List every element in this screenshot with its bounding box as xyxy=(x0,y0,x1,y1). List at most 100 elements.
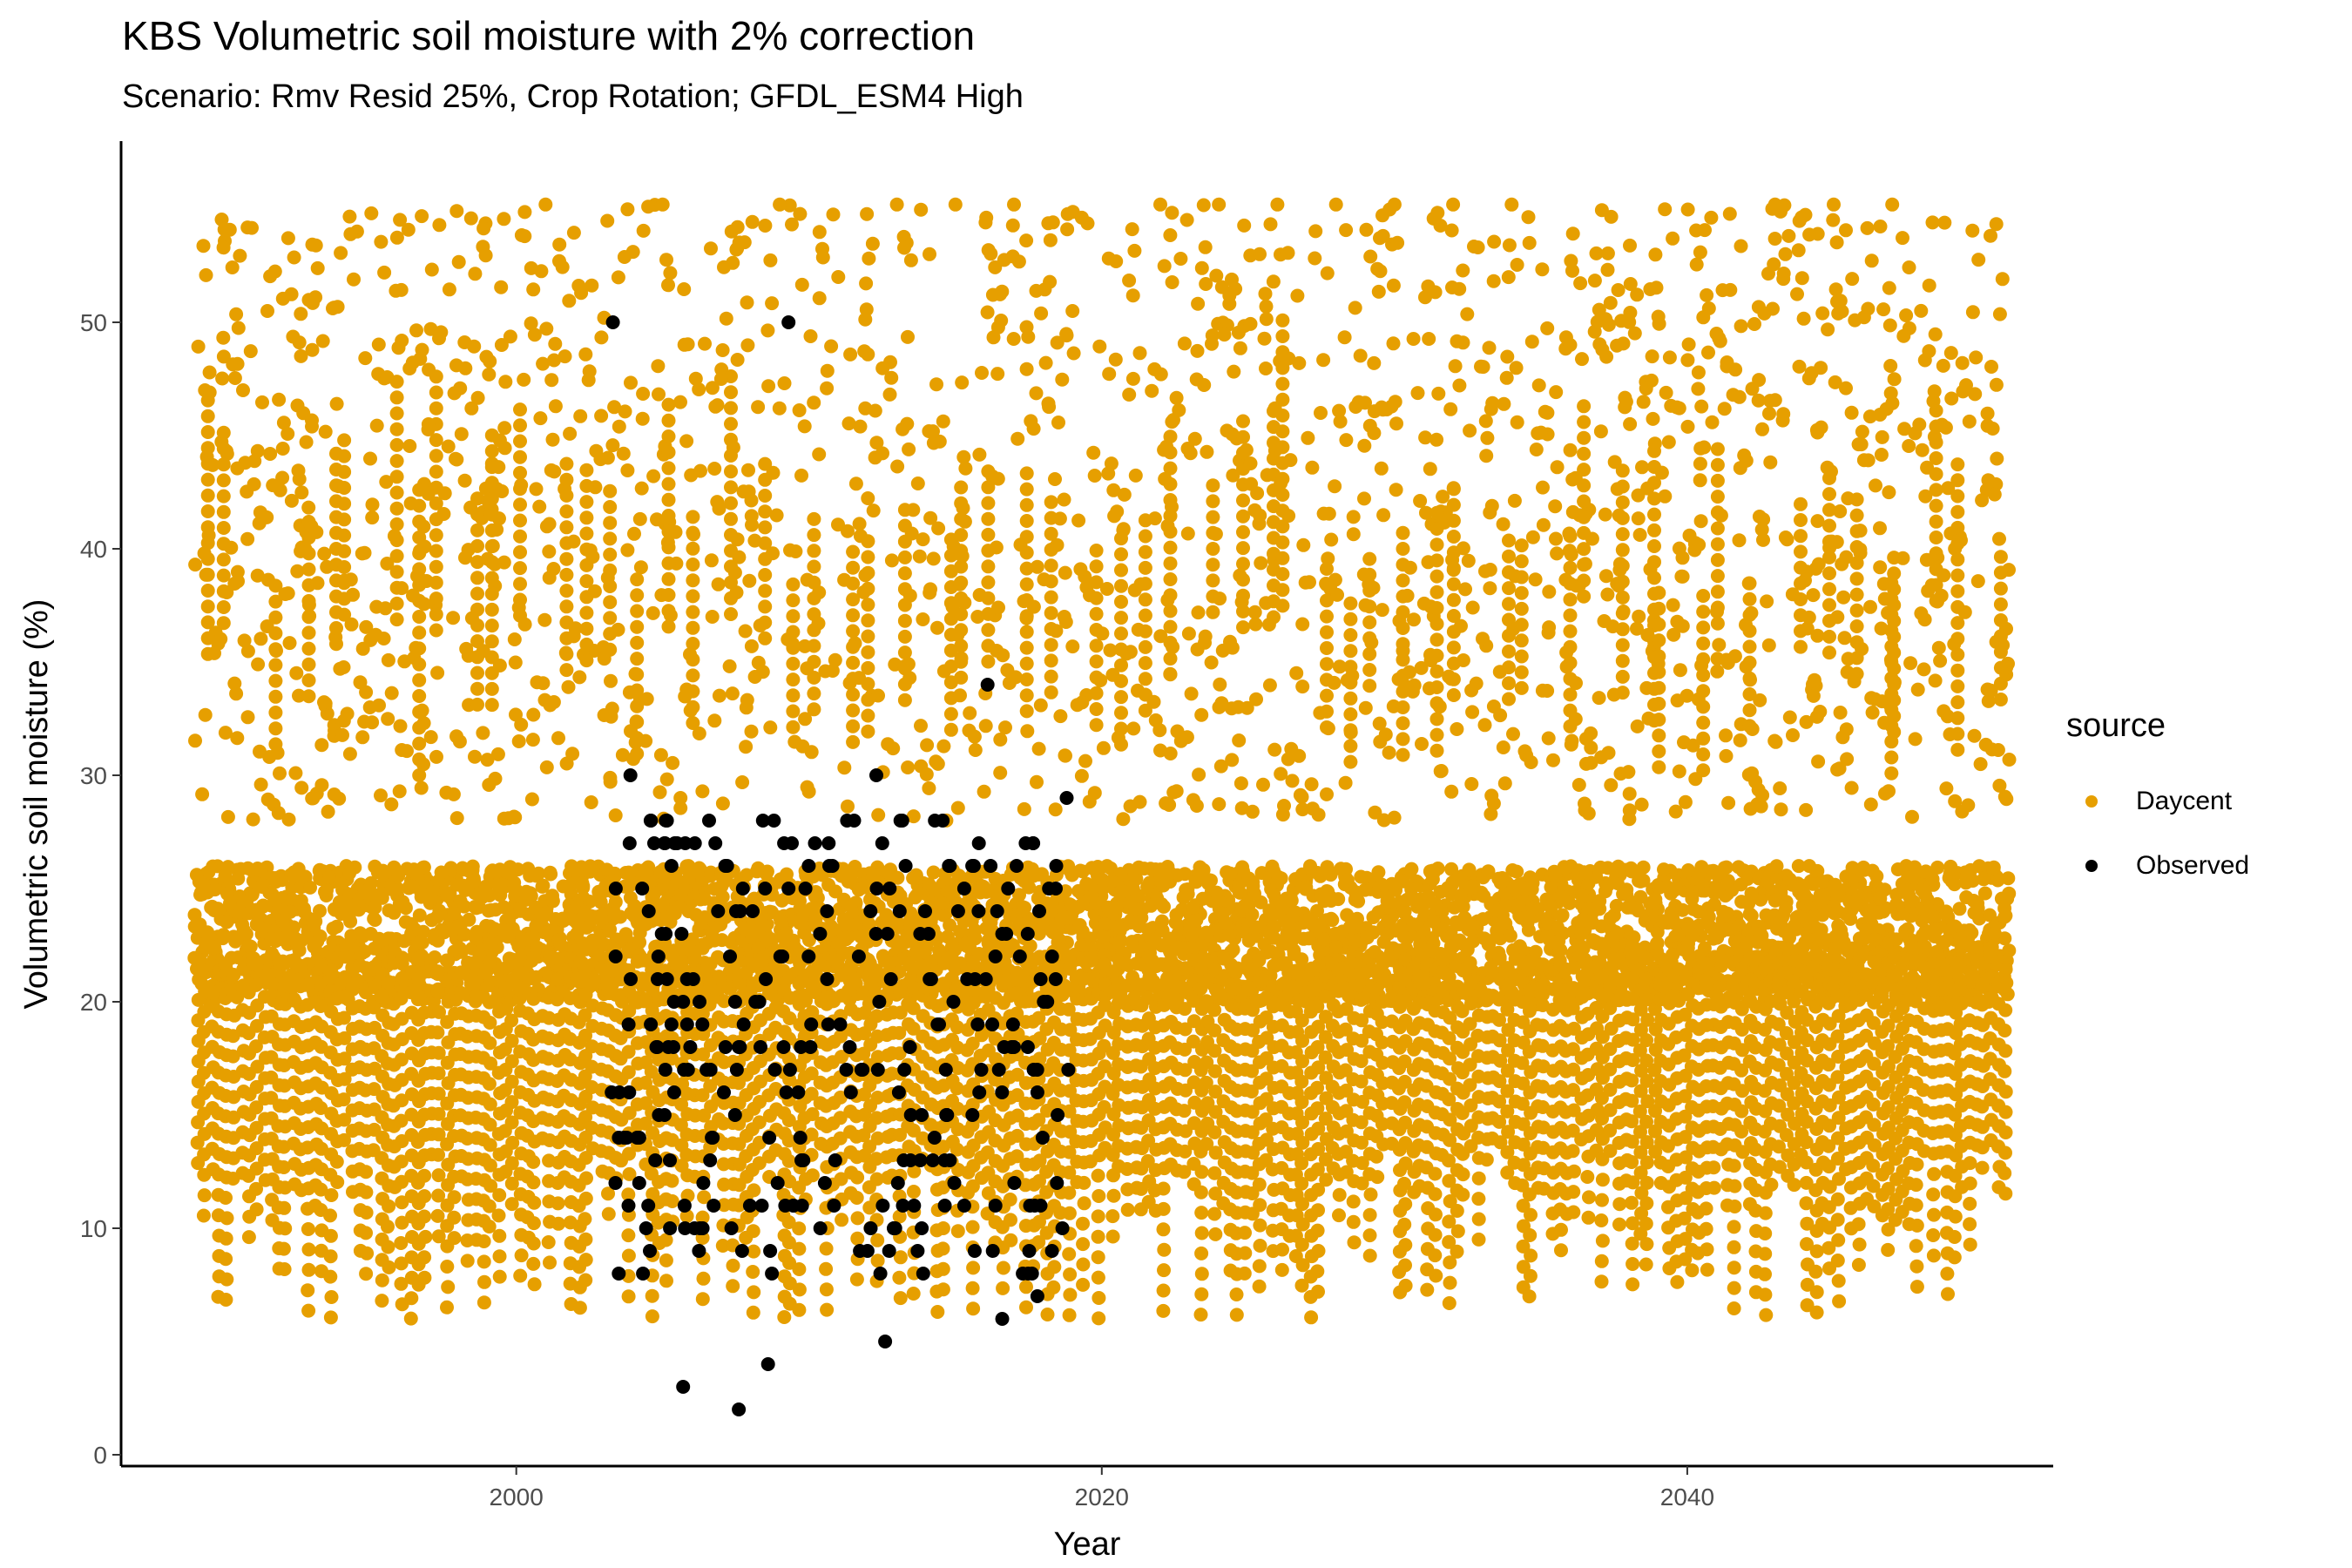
daycent-point xyxy=(579,605,594,620)
daycent-point xyxy=(1114,594,1128,609)
daycent-point xyxy=(916,532,930,547)
daycent-point xyxy=(559,756,574,771)
daycent-point xyxy=(1044,605,1058,620)
daycent-point xyxy=(429,433,443,448)
daycent-point xyxy=(484,618,499,633)
daycent-point xyxy=(365,510,380,525)
daycent-point xyxy=(514,717,529,732)
daycent-point xyxy=(483,919,497,934)
daycent-point xyxy=(954,670,969,685)
daycent-point xyxy=(601,1206,616,1221)
daycent-point xyxy=(429,909,444,924)
daycent-point xyxy=(219,1191,233,1205)
daycent-point xyxy=(1033,698,1048,713)
daycent-point xyxy=(639,862,652,877)
daycent-point xyxy=(716,875,731,890)
daycent-point xyxy=(954,528,969,543)
daycent-point xyxy=(807,623,821,638)
daycent-point xyxy=(416,860,431,875)
daycent-point xyxy=(478,248,493,263)
daycent-point xyxy=(746,1224,760,1239)
daycent-point xyxy=(686,700,700,714)
daycent-point xyxy=(635,411,650,426)
daycent-point xyxy=(870,1254,885,1268)
daycent-point xyxy=(200,631,215,645)
daycent-point xyxy=(465,874,480,889)
daycent-point xyxy=(253,632,268,646)
daycent-point xyxy=(589,443,604,458)
daycent-point xyxy=(429,401,443,416)
daycent-point xyxy=(1048,802,1063,817)
daycent-point xyxy=(542,544,557,559)
daycent-point xyxy=(846,687,861,702)
daycent-point xyxy=(578,1212,592,1227)
daycent-point xyxy=(972,447,987,462)
daycent-point xyxy=(216,457,231,472)
daycent-point xyxy=(724,607,738,621)
daycent-point xyxy=(1019,577,1034,591)
daycent-point xyxy=(714,933,729,948)
daycent-point xyxy=(219,1252,233,1267)
daycent-point xyxy=(299,435,314,449)
daycent-point xyxy=(707,713,722,728)
daycent-point xyxy=(981,623,996,638)
daycent-point xyxy=(897,550,912,564)
daycent-point xyxy=(389,470,404,484)
daycent-point xyxy=(253,505,267,520)
daycent-point xyxy=(381,712,395,727)
daycent-point xyxy=(792,1282,807,1297)
daycent-point xyxy=(429,512,443,527)
daycent-point xyxy=(897,534,912,549)
daycent-point xyxy=(572,1301,587,1315)
daycent-point xyxy=(336,1092,351,1107)
daycent-point xyxy=(1079,876,1094,891)
daycent-point xyxy=(686,605,700,619)
daycent-point xyxy=(914,202,929,217)
daycent-point xyxy=(551,951,565,966)
daycent-point xyxy=(424,262,439,277)
daycent-point xyxy=(786,593,801,608)
daycent-point xyxy=(966,1260,981,1275)
daycent-point xyxy=(584,795,598,809)
daycent-point xyxy=(264,931,279,946)
daycent-point xyxy=(902,442,916,456)
daycent-point xyxy=(634,481,649,496)
daycent-point xyxy=(807,559,821,574)
daycent-point xyxy=(1062,1247,1077,1261)
daycent-point xyxy=(368,627,383,642)
daycent-point xyxy=(255,395,269,409)
daycent-point xyxy=(661,461,676,476)
daycent-point xyxy=(227,676,242,691)
daycent-point xyxy=(686,652,700,667)
daycent-point xyxy=(337,607,352,622)
daycent-point xyxy=(765,296,780,311)
daycent-point xyxy=(1019,656,1034,671)
daycent-point xyxy=(484,681,499,696)
daycent-point xyxy=(579,558,594,572)
daycent-point xyxy=(402,439,417,453)
daycent-point xyxy=(846,672,861,686)
daycent-point xyxy=(193,917,207,932)
daycent-point xyxy=(513,434,527,449)
daycent-point xyxy=(1071,513,1086,528)
daycent-point xyxy=(204,900,219,915)
daycent-point xyxy=(457,473,472,488)
daycent-point xyxy=(846,719,861,733)
daycent-point xyxy=(247,476,261,491)
daycent-point xyxy=(663,266,678,280)
daycent-point xyxy=(389,406,404,421)
daycent-point xyxy=(405,879,420,894)
daycent-point xyxy=(1062,1206,1077,1220)
daycent-point xyxy=(724,575,738,590)
daycent-point xyxy=(1044,685,1058,700)
daycent-point xyxy=(975,366,989,380)
daycent-point xyxy=(526,1256,541,1271)
daycent-point xyxy=(524,316,538,331)
daycent-point xyxy=(1003,1193,1017,1206)
daycent-point xyxy=(513,544,527,559)
daycent-point xyxy=(412,483,427,497)
daycent-point xyxy=(412,752,427,767)
daycent-point xyxy=(1091,1168,1105,1183)
daycent-point xyxy=(1114,626,1128,641)
daycent-point xyxy=(630,714,645,729)
